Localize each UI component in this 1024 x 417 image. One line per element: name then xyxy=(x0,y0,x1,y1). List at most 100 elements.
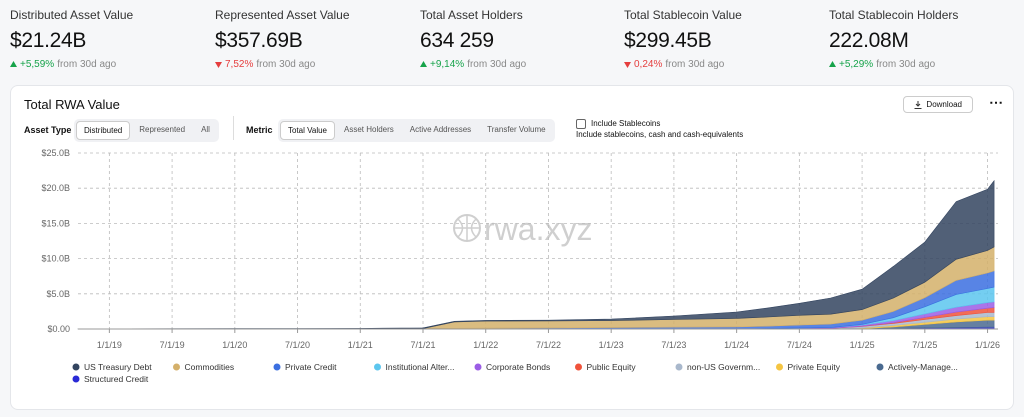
legend-swatch xyxy=(876,363,884,371)
y-tick-label: $25.0B xyxy=(41,148,70,158)
x-tick-label: 7/1/25 xyxy=(912,340,937,350)
stat-card: Distributed Asset Value $21.24B +5,59% from… xyxy=(10,8,210,70)
download-label: Download xyxy=(926,100,962,109)
legend-label: Actively-Manage... xyxy=(888,362,958,372)
legend-swatch xyxy=(72,363,80,371)
stat-label: Total Stablecoin Value xyxy=(624,8,742,22)
metric-button[interactable]: Total Value xyxy=(280,121,335,140)
download-icon xyxy=(914,100,922,109)
stat-change-row: 7,52% from 30d ago xyxy=(215,59,415,70)
stat-suffix: from 30d ago xyxy=(57,59,117,70)
area xyxy=(77,179,995,330)
x-tick-label: 7/1/22 xyxy=(536,340,561,350)
legend-label: non-US Governm... xyxy=(687,362,760,372)
stat-label: Represented Asset Value xyxy=(215,8,350,22)
legend-label: Private Credit xyxy=(285,362,337,372)
stat-change-row: +9,14% from 30d ago xyxy=(420,59,620,70)
legend-swatch xyxy=(374,363,381,371)
stat-card: Represented Asset Value $357.69B 7,52% from… xyxy=(215,8,415,70)
panel: Total RWA Value Download ⋯ Asset Type Di… xyxy=(10,85,1014,410)
stat-change-row: +5,59% from 30d ago xyxy=(10,59,210,70)
asset-type-button[interactable]: Represented xyxy=(139,125,186,134)
metric-button[interactable]: Active Addresses xyxy=(409,125,472,134)
asset-type-button[interactable]: All xyxy=(201,125,210,134)
stat-suffix: from 30d ago xyxy=(256,59,316,70)
legend-label: Institutional Alter... xyxy=(386,362,455,372)
stat-value: $357.69B xyxy=(215,29,303,52)
legend-swatch xyxy=(72,375,80,383)
asset-type-button[interactable]: Distributed xyxy=(76,121,131,140)
y-tick-label: $0.00 xyxy=(47,324,70,334)
x-tick-label: 1/1/20 xyxy=(222,340,247,350)
metric-label: Metric xyxy=(246,125,273,135)
legend-label: Private Equity xyxy=(788,362,841,372)
y-tick-label: $5.0B xyxy=(46,289,70,299)
stat-change: +5,59% xyxy=(20,59,55,70)
stat-value: $21.24B xyxy=(10,29,87,52)
x-tick-label: 1/1/26 xyxy=(975,340,1000,350)
stat-label: Total Stablecoin Holders xyxy=(829,8,959,22)
x-tick-label: 1/1/23 xyxy=(599,340,624,350)
asset-type-label: Asset Type xyxy=(24,125,72,135)
x-tick-label: 7/1/21 xyxy=(410,340,435,350)
stat-change: +9,14% xyxy=(430,59,465,70)
legend-swatch xyxy=(273,363,281,371)
stat-card: Total Stablecoin Value $299.45B 0,24% from … xyxy=(624,8,824,70)
legend-swatch xyxy=(675,363,683,371)
x-tick-label: 7/1/24 xyxy=(787,340,812,350)
stat-card: Total Asset Holders 634 259 +9,14% from 30d… xyxy=(420,8,620,70)
metric-button[interactable]: Asset Holders xyxy=(344,125,394,134)
stablecoins-label: Include Stablecoins xyxy=(591,119,661,128)
change-arrow xyxy=(829,61,836,67)
legend-swatch xyxy=(474,363,482,371)
asset-type-group: Distributed Represented All xyxy=(74,119,219,142)
stat-value: 222.08M xyxy=(829,29,909,52)
x-tick-label: 7/1/23 xyxy=(661,340,686,350)
x-tick-label: 7/1/19 xyxy=(160,340,185,350)
legend-label: Commodities xyxy=(185,362,235,372)
stat-label: Total Asset Holders xyxy=(420,8,523,22)
x-tick-label: 7/1/20 xyxy=(285,340,310,350)
watermark: rwa.xyz xyxy=(453,211,592,247)
stat-change: +5,29% xyxy=(839,59,874,70)
y-tick-label: $10.0B xyxy=(41,254,70,264)
stablecoins-checkbox[interactable] xyxy=(576,119,586,129)
stat-value: 634 259 xyxy=(420,29,494,52)
stat-suffix: from 30d ago xyxy=(467,59,527,70)
x-tick-label: 1/1/22 xyxy=(473,340,498,350)
more-menu[interactable]: ⋯ xyxy=(989,94,1003,110)
stat-change: 7,52% xyxy=(225,59,254,70)
legend-label: Structured Credit xyxy=(84,374,149,384)
download-button[interactable]: Download xyxy=(903,96,973,113)
stat-change: 0,24% xyxy=(634,59,663,70)
legend-swatch xyxy=(173,363,180,371)
x-tick-label: 1/1/25 xyxy=(850,340,875,350)
legend-swatch xyxy=(776,363,783,371)
legend-label: Public Equity xyxy=(587,362,637,372)
divider xyxy=(233,116,234,140)
stat-change-row: +5,29% from 30d ago xyxy=(829,59,1024,70)
stat-label: Distributed Asset Value xyxy=(10,8,134,22)
change-arrow xyxy=(215,62,222,68)
stablecoins-note: Include stablecoins, cash and cash-equiv… xyxy=(576,130,744,139)
metric-button[interactable]: Transfer Volume xyxy=(487,125,546,134)
watermark-text: rwa.xyz xyxy=(484,211,592,247)
change-arrow xyxy=(10,61,17,67)
stat-change-row: 0,24% from 30d ago xyxy=(624,59,824,70)
stat-suffix: from 30d ago xyxy=(665,59,725,70)
legend-label: Corporate Bonds xyxy=(486,362,550,372)
change-arrow xyxy=(624,62,631,68)
y-tick-label: $15.0B xyxy=(41,218,70,228)
stat-value: $299.45B xyxy=(624,29,712,52)
area xyxy=(78,246,995,330)
y-tick-label: $20.0B xyxy=(41,183,70,193)
panel-title: Total RWA Value xyxy=(24,97,120,112)
change-arrow xyxy=(420,61,427,67)
legend-label: US Treasury Debt xyxy=(84,362,152,372)
x-tick-label: 1/1/19 xyxy=(97,340,122,350)
stat-suffix: from 30d ago xyxy=(876,59,936,70)
legend-swatch xyxy=(575,363,582,371)
x-tick-label: 1/1/24 xyxy=(724,340,749,350)
